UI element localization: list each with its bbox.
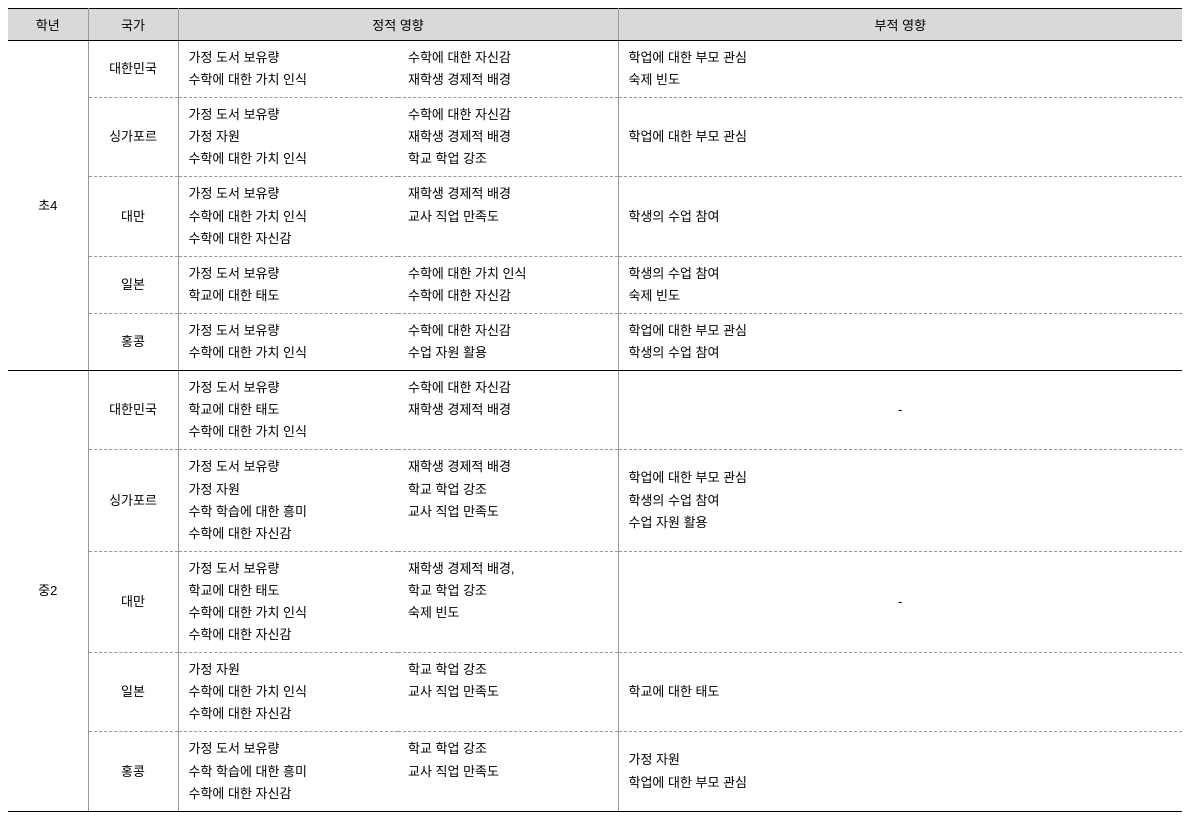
positive-influence-cell: 수학에 대한 자신감재학생 경제적 배경학교 학업 강조 [398, 98, 618, 177]
grade-cell: 중2 [8, 371, 88, 812]
table-row: 일본가정 자원수학에 대한 가치 인식수학에 대한 자신감학교 학업 강조교사 … [8, 653, 1182, 732]
negative-influence-cell: 학업에 대한 부모 관심학생의 수업 참여 [618, 313, 1182, 370]
header-grade: 학년 [8, 9, 88, 41]
table-row: 싱가포르가정 도서 보유량가정 자원수학 학습에 대한 흥미수학에 대한 자신감… [8, 450, 1182, 551]
table-row: 중2대한민국가정 도서 보유량학교에 대한 태도수학에 대한 가치 인식수학에 … [8, 371, 1182, 450]
negative-influence-cell: 학생의 수업 참여 [618, 177, 1182, 256]
positive-influence-cell: 가정 도서 보유량수학 학습에 대한 흥미수학에 대한 자신감 [178, 732, 398, 811]
negative-influence-cell: 학업에 대한 부모 관심학생의 수업 참여수업 자원 활용 [618, 450, 1182, 551]
country-cell: 싱가포르 [88, 450, 178, 551]
positive-influence-cell: 가정 도서 보유량수학에 대한 가치 인식수학에 대한 자신감 [178, 177, 398, 256]
negative-influence-cell: - [618, 371, 1182, 450]
table-row: 홍콩가정 도서 보유량수학 학습에 대한 흥미수학에 대한 자신감학교 학업 강… [8, 732, 1182, 811]
negative-influence-cell: 학생의 수업 참여숙제 빈도 [618, 256, 1182, 313]
positive-influence-cell: 학교 학업 강조교사 직업 만족도 [398, 732, 618, 811]
positive-influence-cell: 재학생 경제적 배경,학교 학업 강조숙제 빈도 [398, 551, 618, 652]
table-row: 초4대한민국가정 도서 보유량수학에 대한 가치 인식수학에 대한 자신감재학생… [8, 41, 1182, 98]
country-cell: 대한민국 [88, 41, 178, 98]
positive-influence-cell: 수학에 대한 자신감재학생 경제적 배경 [398, 371, 618, 450]
grade-cell: 초4 [8, 41, 88, 371]
positive-influence-cell: 가정 도서 보유량학교에 대한 태도수학에 대한 가치 인식수학에 대한 자신감 [178, 551, 398, 652]
country-cell: 대만 [88, 177, 178, 256]
positive-influence-cell: 가정 도서 보유량학교에 대한 태도 [178, 256, 398, 313]
header-country: 국가 [88, 9, 178, 41]
header-positive: 정적 영향 [178, 9, 618, 41]
table-header-row: 학년 국가 정적 영향 부적 영향 [8, 9, 1182, 41]
positive-influence-cell: 재학생 경제적 배경학교 학업 강조교사 직업 만족도 [398, 450, 618, 551]
country-cell: 홍콩 [88, 313, 178, 370]
positive-influence-cell: 학교 학업 강조교사 직업 만족도 [398, 653, 618, 732]
positive-influence-cell: 가정 도서 보유량가정 자원수학에 대한 가치 인식 [178, 98, 398, 177]
negative-influence-cell: 학업에 대한 부모 관심 [618, 98, 1182, 177]
positive-influence-cell: 수학에 대한 자신감수업 자원 활용 [398, 313, 618, 370]
positive-influence-cell: 가정 자원수학에 대한 가치 인식수학에 대한 자신감 [178, 653, 398, 732]
table-row: 싱가포르가정 도서 보유량가정 자원수학에 대한 가치 인식수학에 대한 자신감… [8, 98, 1182, 177]
negative-influence-cell: 가정 자원학업에 대한 부모 관심 [618, 732, 1182, 811]
influence-table: 학년 국가 정적 영향 부적 영향 초4대한민국가정 도서 보유량수학에 대한 … [8, 8, 1182, 812]
country-cell: 일본 [88, 256, 178, 313]
country-cell: 일본 [88, 653, 178, 732]
positive-influence-cell: 가정 도서 보유량수학에 대한 가치 인식 [178, 313, 398, 370]
country-cell: 홍콩 [88, 732, 178, 811]
negative-influence-cell: 학업에 대한 부모 관심숙제 빈도 [618, 41, 1182, 98]
positive-influence-cell: 가정 도서 보유량가정 자원수학 학습에 대한 흥미수학에 대한 자신감 [178, 450, 398, 551]
table-row: 대만가정 도서 보유량학교에 대한 태도수학에 대한 가치 인식수학에 대한 자… [8, 551, 1182, 652]
positive-influence-cell: 가정 도서 보유량학교에 대한 태도수학에 대한 가치 인식 [178, 371, 398, 450]
country-cell: 대한민국 [88, 371, 178, 450]
table-row: 일본가정 도서 보유량학교에 대한 태도수학에 대한 가치 인식수학에 대한 자… [8, 256, 1182, 313]
table-row: 대만가정 도서 보유량수학에 대한 가치 인식수학에 대한 자신감재학생 경제적… [8, 177, 1182, 256]
positive-influence-cell: 수학에 대한 자신감재학생 경제적 배경 [398, 41, 618, 98]
negative-influence-cell: 학교에 대한 태도 [618, 653, 1182, 732]
positive-influence-cell: 재학생 경제적 배경교사 직업 만족도 [398, 177, 618, 256]
positive-influence-cell: 수학에 대한 가치 인식수학에 대한 자신감 [398, 256, 618, 313]
table-row: 홍콩가정 도서 보유량수학에 대한 가치 인식수학에 대한 자신감수업 자원 활… [8, 313, 1182, 370]
negative-influence-cell: - [618, 551, 1182, 652]
country-cell: 대만 [88, 551, 178, 652]
header-negative: 부적 영향 [618, 9, 1182, 41]
country-cell: 싱가포르 [88, 98, 178, 177]
positive-influence-cell: 가정 도서 보유량수학에 대한 가치 인식 [178, 41, 398, 98]
